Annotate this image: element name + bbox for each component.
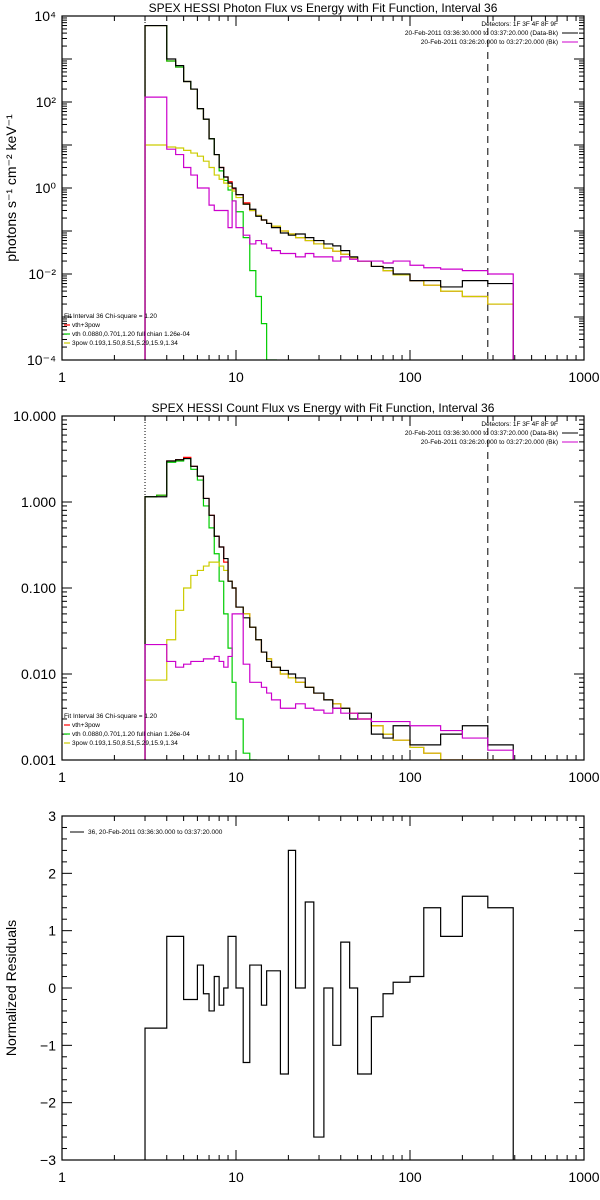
y-tick-label: 0.100	[21, 580, 56, 596]
series-line-bk	[144, 96, 514, 360]
series-line-3pow	[144, 144, 514, 360]
y-tick-label: −1	[40, 1037, 56, 1053]
x-tick-label: 10	[228, 769, 244, 785]
y-tick-label: 10⁻²	[28, 266, 56, 282]
series-line-36-20-feb-2011-03-36-30-000-to-03-37-20-000	[144, 849, 514, 1160]
series-line-data-bk	[144, 457, 514, 760]
chart-panel-2: SPEX HESSI Count Flux vs Energy with Fit…	[13, 401, 600, 785]
y-tick-label: 10.000	[13, 408, 56, 424]
x-tick-label: 1	[58, 369, 66, 385]
x-tick-label: 100	[398, 769, 422, 785]
y-tick-label: −2	[40, 1095, 56, 1111]
x-tick-label: 1	[58, 1169, 66, 1185]
fit-parameter-line: 3pow 0.193,1.50,8.51,5.29,15.9,1.34	[72, 340, 178, 347]
y-tick-label: 10⁴	[34, 8, 56, 24]
chart-title: SPEX HESSI Count Flux vs Energy with Fit…	[152, 401, 495, 415]
y-axis-label: photons s⁻¹ cm⁻² keV⁻¹	[3, 114, 19, 262]
y-tick-label: 0.010	[21, 666, 56, 682]
fit-parameter-line: vth 0.0880,0.701,1.20 full chian 1.26e-0…	[72, 731, 190, 738]
x-tick-label: 1	[58, 769, 66, 785]
y-tick-label: −3	[40, 1152, 56, 1168]
y-tick-label: 10²	[36, 94, 57, 110]
legend-entry: 36, 20-Feb-2011 03:36:30.000 to 03:37:20…	[88, 829, 223, 836]
x-tick-label: 1000	[568, 1169, 599, 1185]
x-tick-label: 100	[398, 369, 422, 385]
plot-frame	[61, 15, 585, 361]
series-line-bk	[144, 613, 514, 760]
chart-panel-3: 1 10 100 1000 −3 −2 −1 0 1 2 3 Normalized Residuals…	[3, 808, 600, 1185]
info-line: Detectors: 1F 3F 4F 8F 9F	[481, 421, 558, 428]
fit-parameter-line: Fit Interval 36 Chi-square = 1.20	[64, 313, 157, 320]
fit-parameter-line: Fit Interval 36 Chi-square = 1.20	[64, 713, 157, 720]
plot-frame	[61, 815, 585, 1161]
info-line: 20-Feb-2011 03:26:20.000 to 03:27:20.000…	[421, 439, 558, 446]
info-line: 20-Feb-2011 03:36:30.000 to 03:37:20.000…	[405, 30, 558, 37]
series-line-vth	[144, 457, 257, 760]
plot-frame	[61, 415, 585, 761]
x-tick-label: 1000	[568, 369, 599, 385]
x-tick-label: 1000	[568, 769, 599, 785]
series-line-vth-3pow	[144, 24, 514, 360]
fit-parameter-line: vth 0.0880,0.701,1.20 full chian 1.26e-0…	[72, 331, 190, 338]
y-tick-label: 10⁰	[35, 180, 57, 196]
x-tick-label: 10	[228, 1169, 244, 1185]
x-tick-label: 10	[228, 369, 244, 385]
series-line-data-bk	[144, 24, 514, 360]
y-tick-label: 10⁻⁴	[27, 352, 56, 368]
info-line: Detectors: 1F 3F 4F 8F 9F	[481, 21, 558, 28]
info-line: 20-Feb-2011 03:26:20.000 to 03:27:20.000…	[421, 39, 558, 46]
y-tick-label: 3	[48, 808, 56, 824]
plot-area	[144, 456, 514, 760]
info-line: 20-Feb-2011 03:36:30.000 to 03:37:20.000…	[405, 430, 558, 437]
y-tick-label: 1	[48, 923, 56, 939]
series-line-3pow	[144, 561, 514, 760]
chart-panel-1: SPEX HESSI Photon Flux vs Energy with Fi…	[3, 1, 600, 385]
y-axis-label: Normalized Residuals	[3, 920, 19, 1056]
plot-area	[144, 24, 514, 360]
y-tick-label: 2	[48, 865, 56, 881]
series-line-vth-3pow	[144, 456, 514, 760]
fit-parameter-line: vth+3pow	[72, 722, 100, 729]
x-tick-label: 100	[398, 1169, 422, 1185]
fit-parameter-line: 3pow 0.193,1.50,8.51,5.29,15.9,1.34	[72, 740, 178, 747]
chart-title: SPEX HESSI Photon Flux vs Energy with Fi…	[149, 1, 498, 15]
y-tick-label: 0	[48, 980, 56, 996]
plot-area	[144, 849, 514, 1160]
y-tick-label: 1.000	[21, 494, 56, 510]
fit-parameter-line: vth+3pow	[72, 322, 100, 329]
series-line-vth	[144, 24, 277, 360]
y-tick-label: 0.001	[21, 752, 56, 768]
